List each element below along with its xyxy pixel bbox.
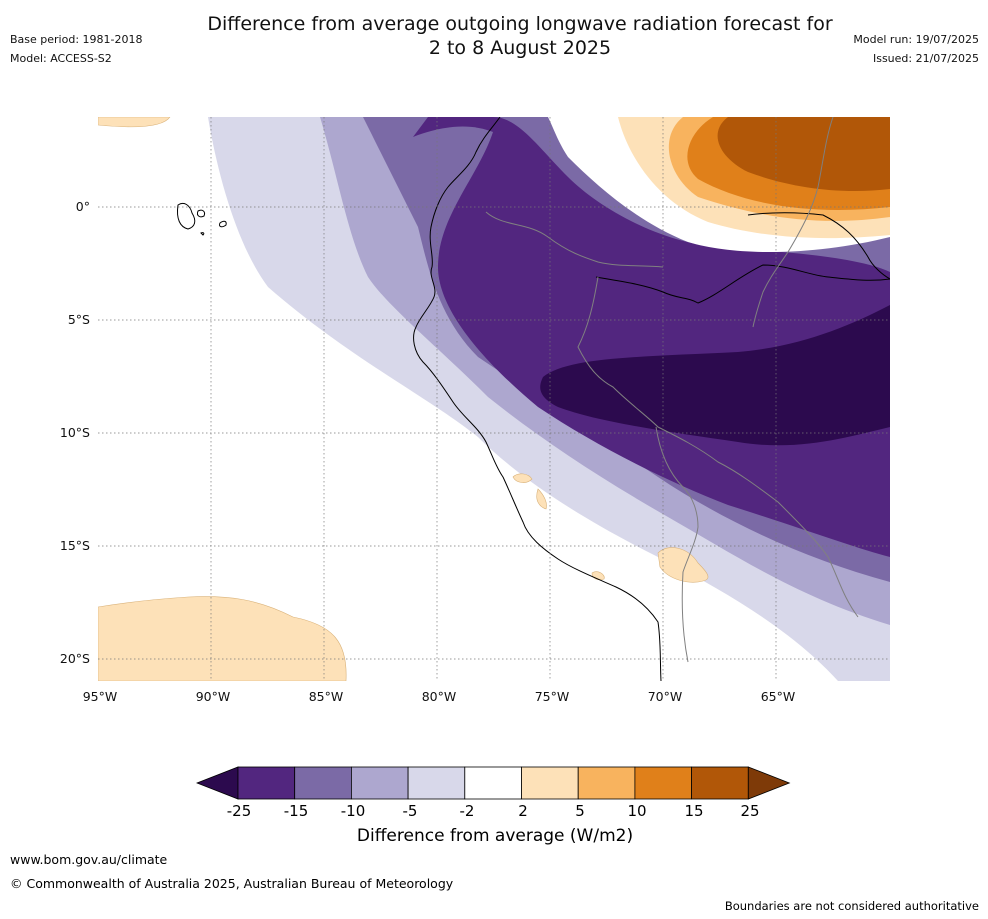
- colorbar-extend-low: [196, 766, 239, 800]
- colorbar-label-8: 15: [684, 802, 704, 820]
- lon-tick-85w: 85°W: [308, 689, 344, 704]
- colorbar-extend-high: [747, 766, 791, 800]
- model-run-text: Model run: 19/07/2025: [853, 33, 979, 46]
- colorbar-segment: [634, 766, 692, 800]
- lon-tick-95w: 95°W: [82, 689, 118, 704]
- colorbar-segments: [196, 766, 791, 800]
- lat-tick-20s: 20°S: [59, 651, 90, 666]
- footer-disclaimer: Boundaries are not considered authoritat…: [724, 899, 979, 913]
- country-borders: [485, 117, 859, 663]
- colorbar-segment: [407, 766, 466, 800]
- colorbar-label-6: 5: [575, 802, 585, 820]
- colorbar-segment: [464, 766, 522, 800]
- lat-tick-15s: 15°S: [59, 538, 90, 553]
- anomaly-map: [98, 117, 890, 681]
- base-period-text: Base period: 1981-2018: [10, 33, 143, 46]
- amazon-coastline: [595, 264, 890, 304]
- colorbar-segment: [237, 766, 296, 800]
- header-meta-right: Model run: 19/07/2025 Issued: 21/07/2025: [853, 30, 979, 68]
- patch-southwest-positive: [98, 596, 347, 681]
- colorbar-segment: [691, 766, 749, 800]
- colorbar-label-5: 2: [518, 802, 528, 820]
- galapagos-islands: [177, 202, 227, 236]
- colorbar-label-9: 25: [740, 802, 760, 820]
- patch-altiplano-positive: [657, 547, 709, 583]
- band-dark-purple: [413, 117, 890, 557]
- lat-tick-5s: 5°S: [67, 312, 90, 327]
- title-line-1: Difference from average outgoing longwav…: [207, 13, 833, 35]
- colorbar-label-7: 10: [627, 802, 647, 820]
- colorbar-label-2: -10: [340, 802, 366, 820]
- title-line-2: 2 to 8 August 2025: [428, 37, 612, 59]
- lon-tick-75w: 75°W: [534, 689, 570, 704]
- lat-tick-10s: 10°S: [59, 425, 90, 440]
- patch-coastal-positive-1: [512, 473, 533, 483]
- colorbar-segment: [521, 766, 579, 800]
- colorbar-segment: [350, 766, 409, 800]
- footer-copyright: © Commonwealth of Australia 2025, Austra…: [10, 876, 454, 891]
- header-meta-left: Base period: 1981-2018 Model: ACCESS-S2: [10, 30, 142, 68]
- chart-title: Difference from average outgoing longwav…: [150, 12, 890, 60]
- issued-text: Issued: 21/07/2025: [872, 52, 979, 65]
- colorbar-label-1: -15: [283, 802, 309, 820]
- colorbar-label-0: -25: [226, 802, 252, 820]
- lon-tick-90w: 90°W: [195, 689, 231, 704]
- lon-tick-65w: 65°W: [760, 689, 796, 704]
- colorbar: [196, 766, 791, 800]
- colorbar-segment: [577, 766, 636, 800]
- model-text: Model: ACCESS-S2: [10, 52, 112, 65]
- patch-northwest-positive: [98, 117, 171, 128]
- footer-url: www.bom.gov.au/climate: [10, 852, 168, 867]
- band-darkest-purple: [540, 305, 890, 446]
- lon-tick-70w: 70°W: [647, 689, 683, 704]
- graticule: [98, 117, 890, 681]
- colorbar-title: Difference from average (W/m2): [356, 826, 634, 846]
- colorbar-label-4: -2: [459, 802, 475, 820]
- lat-tick-0: 0°: [75, 199, 90, 214]
- colorbar-label-3: -5: [402, 802, 418, 820]
- northeast-coastline: [747, 212, 890, 280]
- band-dark-orange: [717, 117, 890, 192]
- patch-coastal-positive-2: [536, 488, 547, 510]
- lon-tick-80w: 80°W: [421, 689, 457, 704]
- colorbar-segment: [294, 766, 352, 800]
